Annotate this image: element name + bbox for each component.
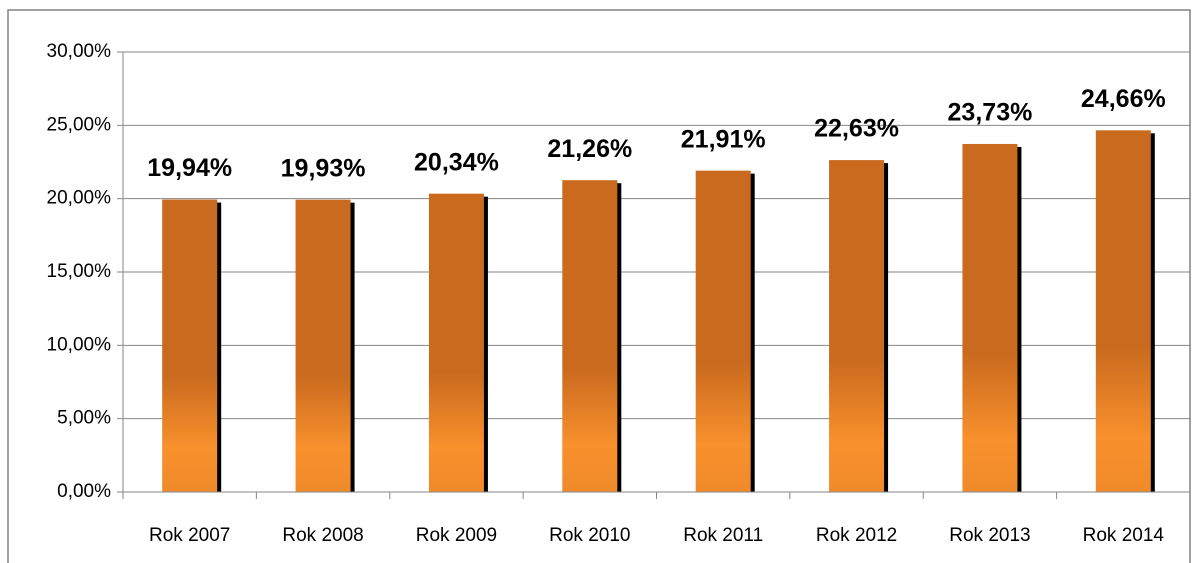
bar <box>695 170 751 493</box>
y-tick-label: 15,00% <box>47 261 112 282</box>
data-label: 23,73% <box>948 99 1033 127</box>
x-tick-label: Rok 2009 <box>416 525 497 546</box>
x-tick-label: Rok 2011 <box>683 525 763 546</box>
bar <box>295 199 351 492</box>
data-label: 24,66% <box>1081 85 1166 113</box>
bar <box>162 199 218 492</box>
x-tick-label: Rok 2007 <box>149 525 230 546</box>
bar <box>829 160 885 493</box>
data-label: 19,93% <box>281 154 366 182</box>
bar <box>562 180 618 493</box>
data-label: 21,91% <box>681 125 766 153</box>
chart-frame <box>7 9 1191 563</box>
bar <box>962 143 1018 492</box>
y-tick-label: 20,00% <box>47 188 112 209</box>
x-tick-label: Rok 2014 <box>1083 525 1165 546</box>
data-label: 22,63% <box>814 115 899 143</box>
y-tick-label: 25,00% <box>47 114 112 135</box>
bar <box>428 193 484 492</box>
y-tick-label: 0,00% <box>57 481 111 502</box>
data-label: 20,34% <box>414 148 499 176</box>
bar <box>1095 130 1151 492</box>
y-tick-label: 5,00% <box>57 408 111 429</box>
x-tick-label: Rok 2012 <box>816 525 897 546</box>
x-tick-label: Rok 2008 <box>282 525 363 546</box>
x-tick-label: Rok 2010 <box>549 525 630 546</box>
data-label: 19,94% <box>147 154 232 182</box>
x-tick-label: Rok 2013 <box>949 525 1030 546</box>
y-tick-label: 30,00% <box>47 41 112 62</box>
data-label: 21,26% <box>547 135 632 163</box>
y-tick-label: 10,00% <box>47 334 112 355</box>
